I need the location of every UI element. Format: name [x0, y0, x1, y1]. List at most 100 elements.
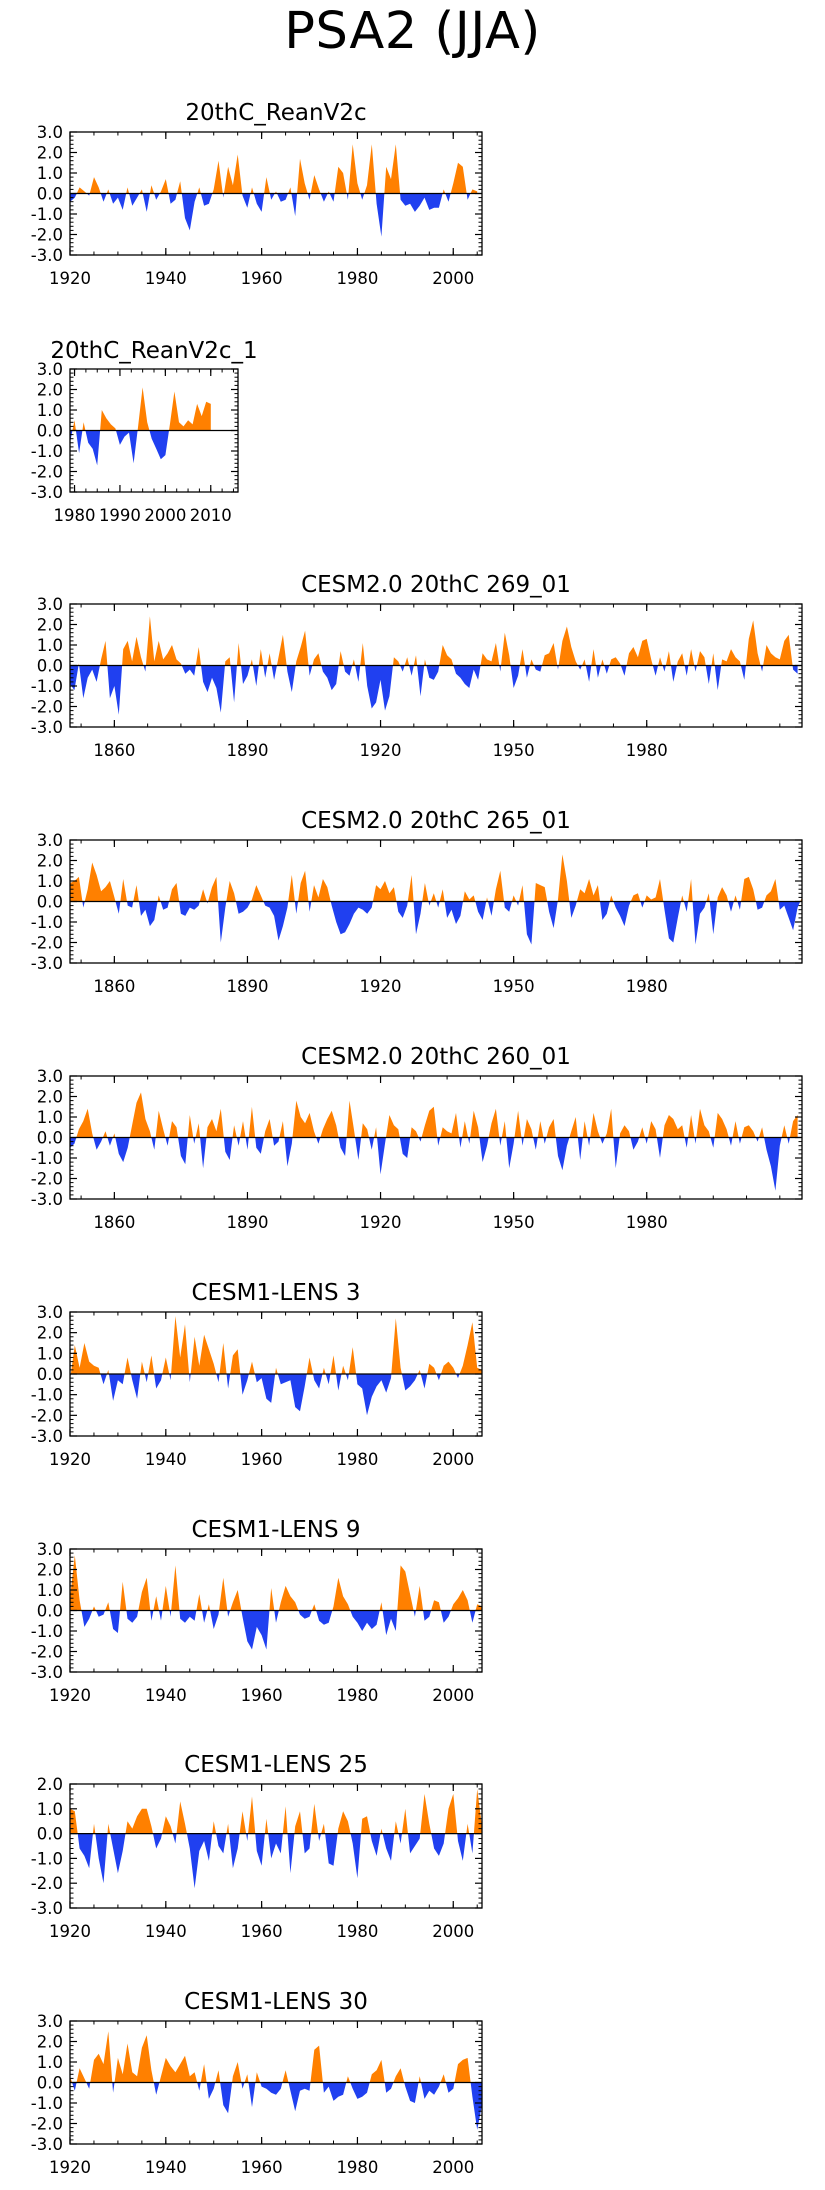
- y-tick-label: -2.0: [31, 226, 63, 245]
- positive-area: [70, 144, 478, 194]
- negative-area: [70, 1137, 798, 1191]
- y-tick-label: -2.0: [31, 2115, 63, 2134]
- y-tick-label: 0.0: [37, 1129, 63, 1148]
- x-tick-label: 1920: [360, 741, 402, 760]
- x-tick-label: 2000: [144, 506, 186, 525]
- y-tick-label: -2.0: [31, 934, 63, 953]
- x-tick-label: 1940: [145, 269, 187, 288]
- x-tick-label: 1940: [145, 1922, 187, 1941]
- y-tick-label: -2.0: [31, 1170, 63, 1189]
- x-tick-label: 1890: [226, 977, 268, 996]
- y-tick-label: 0.0: [37, 657, 63, 676]
- x-tick-label: 2000: [432, 269, 474, 288]
- x-tick-label: 1890: [226, 741, 268, 760]
- y-tick-label: 3.0: [37, 1067, 63, 1086]
- series-area: [70, 387, 211, 466]
- negative-area: [70, 901, 802, 945]
- x-tick-label: 1950: [493, 741, 535, 760]
- x-tick-label: 1980: [336, 1686, 378, 1705]
- y-tick-label: 0.0: [37, 2074, 63, 2093]
- y-tick-label: 0.0: [37, 1365, 63, 1384]
- y-tick-label: -1.0: [31, 913, 63, 932]
- x-tick-label: 1920: [360, 1213, 402, 1232]
- x-tick-label: 1960: [241, 1686, 283, 1705]
- chart-panel-6: 3.0 2.01.0 0.0 -1.0-2.0 -3.0 1920 1940 1960 1980…: [31, 1280, 483, 1469]
- y-tick-label: -1.0: [31, 2094, 63, 2113]
- y-tick-label: 1.0: [37, 1800, 63, 1819]
- panel-title: CESM2.0 20thC 265_01: [301, 808, 571, 834]
- y-tick-label: 3.0: [37, 595, 63, 614]
- series-area: [70, 1555, 482, 1650]
- x-tick-label: 1990: [99, 506, 141, 525]
- x-tick-label: 1920: [49, 1450, 91, 1469]
- chart-panel-7: 3.0 2.01.0 0.0-1.0 -2.0-3.0 1920 1940 1960 1980…: [31, 1517, 483, 1705]
- y-tick-label: -3.0: [31, 954, 63, 973]
- y-tick-label: -3.0: [31, 2135, 63, 2154]
- positive-area: [70, 387, 211, 431]
- y-tick-label: -1.0: [31, 1149, 63, 1168]
- x-tick-label: 1860: [93, 977, 135, 996]
- y-tick-label: 1.0: [37, 1344, 63, 1363]
- positive-area: [70, 1555, 482, 1611]
- y-tick-label: 3.0: [37, 360, 63, 379]
- y-tick-label: -1.0: [31, 1622, 63, 1641]
- x-tick-label: 1950: [493, 1213, 535, 1232]
- y-tick-label: -3.0: [31, 1899, 63, 1918]
- y-tick-label: 3.0: [37, 2012, 63, 2031]
- x-tick-label: 1920: [49, 1922, 91, 1941]
- y-tick-label: -2.0: [31, 463, 63, 482]
- x-tick-label: 2000: [432, 1686, 474, 1705]
- x-tick-label: 1920: [49, 269, 91, 288]
- chart-panel-9: 3.0 2.01.0 0.0-1.0 -2.0-3.0 1920 1940 1960 1980…: [31, 1989, 483, 2177]
- x-tick-label: 1980: [336, 1450, 378, 1469]
- x-tick-label: 1960: [241, 1922, 283, 1941]
- series-area: [70, 2031, 482, 2130]
- x-tick-label: 1960: [241, 2158, 283, 2177]
- negative-area: [70, 1610, 482, 1650]
- x-tick-label: 1860: [93, 1213, 135, 1232]
- y-tick-label: 2.0: [37, 1324, 63, 1343]
- x-tick-label: 1940: [145, 1686, 187, 1705]
- y-tick-label: -1.0: [31, 1849, 63, 1868]
- y-tick-label: 2.0: [37, 852, 63, 871]
- y-tick-label: -1.0: [31, 205, 63, 224]
- y-tick-label: 1.0: [37, 1108, 63, 1127]
- x-tick-label: 1980: [336, 1922, 378, 1941]
- y-tick-label: 0.0: [37, 1602, 63, 1621]
- y-tick-label: 2.0: [37, 1775, 63, 1794]
- y-tick-label: 2.0: [37, 2033, 63, 2052]
- y-tick-label: -1.0: [31, 677, 63, 696]
- x-tick-label: 1920: [360, 977, 402, 996]
- y-tick-label: -2.0: [31, 1643, 63, 1662]
- panel-title: CESM1-LENS 3: [191, 1280, 360, 1306]
- y-tick-label: 2.0: [37, 381, 63, 400]
- y-tick-label: 2.0: [37, 616, 63, 635]
- y-tick-label: 0.0: [37, 422, 63, 441]
- panel-title: CESM2.0 20thC 269_01: [301, 572, 571, 598]
- y-tick-label: -2.0: [31, 1874, 63, 1893]
- y-tick-label: -2.0: [31, 1406, 63, 1425]
- panel-title: 20thC_ReanV2c_1: [50, 338, 257, 364]
- y-tick-label: 1.0: [37, 872, 63, 891]
- positive-area: [70, 1316, 482, 1374]
- page-title: PSA2 (JJA): [284, 2, 541, 61]
- x-tick-label: 1980: [336, 2158, 378, 2177]
- y-tick-label: -3.0: [31, 483, 63, 502]
- x-tick-label: 1980: [626, 741, 668, 760]
- chart-panel-1: 3.0 2.01.0 0.0-1.0 -2.0-3.0 1920 1940 1960 1980…: [31, 100, 483, 288]
- y-tick-label: -1.0: [31, 1386, 63, 1405]
- x-tick-label: 2000: [432, 1450, 474, 1469]
- y-tick-label: 3.0: [37, 1303, 63, 1322]
- y-tick-label: 3.0: [37, 1540, 63, 1559]
- y-tick-label: 3.0: [37, 831, 63, 850]
- negative-area: [70, 193, 478, 237]
- panel-title: CESM2.0 20thC 260_01: [301, 1044, 571, 1070]
- y-tick-label: -3.0: [31, 1663, 63, 1682]
- x-tick-label: 1920: [49, 1686, 91, 1705]
- y-tick-label: 2.0: [37, 144, 63, 163]
- y-tick-label: 3.0: [37, 123, 63, 142]
- positive-area: [70, 2031, 482, 2083]
- panel-title: CESM1-LENS 30: [184, 1989, 368, 2015]
- series-area: [70, 616, 798, 715]
- y-tick-label: 0.0: [37, 1825, 63, 1844]
